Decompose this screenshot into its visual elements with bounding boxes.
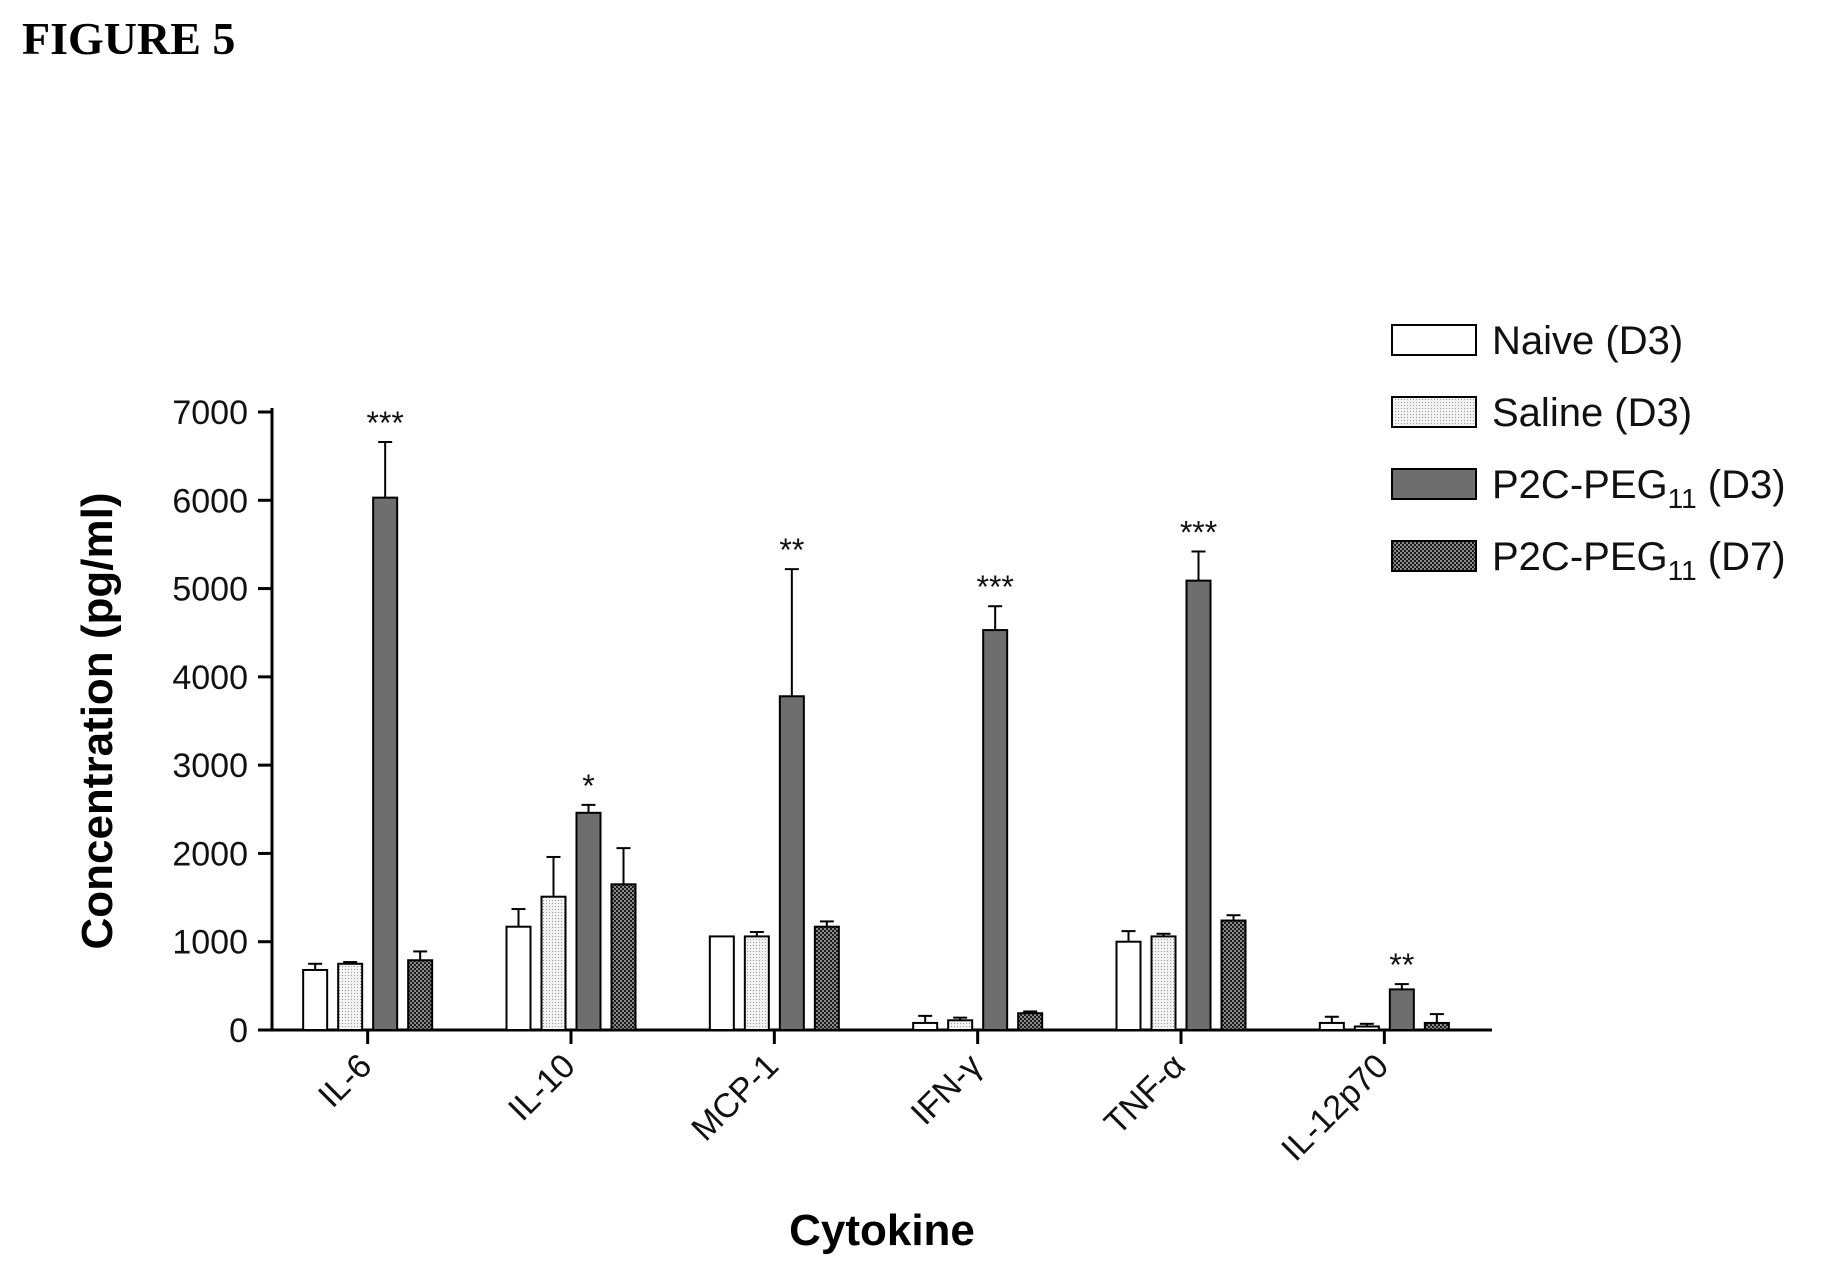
legend-label-main: P2C-PEG — [1492, 463, 1668, 507]
legend: Naive (D3)Saline (D3)P2C-PEG11 (D3)P2C-P… — [1391, 319, 1786, 586]
error-bars-group — [308, 441, 1444, 1027]
bar — [505, 925, 532, 1031]
y-tick-label: 7000 — [172, 394, 248, 432]
bar — [1115, 940, 1142, 1032]
legend-label-suffix: (D7) — [1697, 535, 1786, 579]
x-category-label: IL-6 — [311, 1047, 379, 1115]
legend-swatch — [1391, 540, 1477, 572]
bar — [337, 962, 364, 1031]
axes — [258, 408, 1492, 1044]
x-category-label: IFN-γ — [904, 1047, 990, 1133]
significance-marker: *** — [1180, 514, 1217, 550]
bar — [1423, 1021, 1450, 1031]
y-tick-label: 0 — [229, 1012, 248, 1050]
legend-label-main: Saline (D3) — [1492, 391, 1692, 435]
legend-swatch — [1391, 396, 1477, 428]
legend-label: P2C-PEG11 (D3) — [1492, 463, 1786, 514]
significance-marker: *** — [976, 569, 1013, 605]
bar — [1318, 1021, 1345, 1031]
legend-label-main: P2C-PEG — [1492, 535, 1668, 579]
bar — [302, 968, 329, 1031]
y-tick-label: 5000 — [172, 571, 248, 609]
x-axis-title: Cytokine — [789, 1206, 975, 1255]
legend-label-subscript: 11 — [1668, 483, 1697, 514]
significance-marker: * — [582, 768, 594, 804]
significance-group: ************** — [366, 405, 1414, 983]
legend-label-main: Naive (D3) — [1492, 319, 1683, 363]
y-tick-label: 3000 — [172, 747, 248, 785]
bar — [575, 811, 602, 1031]
bar — [813, 925, 840, 1031]
bar — [912, 1021, 939, 1031]
y-tick-label: 6000 — [172, 482, 248, 520]
bar — [778, 695, 805, 1032]
bar — [372, 496, 399, 1031]
x-category-label: TNF-α — [1097, 1047, 1193, 1143]
x-category-label: MCP-1 — [684, 1047, 786, 1149]
figure-label: FIGURE 5 — [22, 13, 236, 64]
bar — [1388, 988, 1415, 1031]
legend-label: Naive (D3) — [1492, 319, 1683, 363]
bar — [1017, 1012, 1044, 1031]
bar — [982, 629, 1009, 1032]
bar — [1185, 579, 1212, 1032]
legend-swatch — [1391, 468, 1477, 500]
x-category-label: IL-10 — [501, 1047, 583, 1129]
legend-swatch — [1391, 324, 1477, 356]
bars-group — [302, 496, 1450, 1032]
bar — [1353, 1025, 1380, 1032]
x-category-label: IL-12p70 — [1274, 1047, 1396, 1169]
y-tick-label: 4000 — [172, 659, 248, 697]
y-tick-label: 2000 — [172, 835, 248, 873]
bar — [708, 935, 735, 1031]
bar — [407, 959, 434, 1031]
legend-label-subscript: 11 — [1668, 555, 1697, 586]
bar — [743, 935, 770, 1031]
legend-label: Saline (D3) — [1492, 391, 1692, 435]
y-axis-title: Concentration (pg/ml) — [73, 492, 122, 949]
significance-marker: *** — [366, 405, 403, 441]
significance-marker: ** — [779, 532, 804, 568]
bar — [610, 883, 637, 1031]
bar — [947, 1019, 974, 1032]
y-tick-label: 1000 — [172, 924, 248, 962]
bar — [1150, 935, 1177, 1031]
legend-label-suffix: (D3) — [1697, 463, 1786, 507]
bar — [1220, 919, 1247, 1031]
significance-marker: ** — [1389, 947, 1414, 983]
legend-label: P2C-PEG11 (D7) — [1492, 535, 1786, 586]
bar — [540, 895, 567, 1032]
